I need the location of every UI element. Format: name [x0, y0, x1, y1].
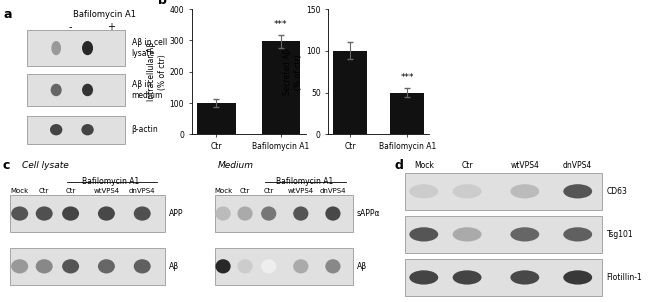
Ellipse shape: [82, 84, 93, 96]
Text: dnVPS4: dnVPS4: [320, 188, 346, 194]
Bar: [404, 172, 602, 210]
Ellipse shape: [11, 259, 28, 273]
Bar: [333, 51, 367, 134]
Ellipse shape: [51, 41, 61, 55]
Text: Ctr: Ctr: [462, 162, 473, 170]
Ellipse shape: [452, 227, 482, 242]
Ellipse shape: [261, 207, 276, 221]
Text: d: d: [395, 159, 404, 172]
Text: Medium: Medium: [218, 162, 254, 170]
Ellipse shape: [98, 259, 115, 273]
Ellipse shape: [564, 227, 592, 242]
Text: sAPPα: sAPPα: [357, 209, 380, 218]
Ellipse shape: [51, 84, 62, 96]
Ellipse shape: [134, 207, 151, 221]
Text: Aβ: Aβ: [168, 262, 179, 271]
Ellipse shape: [216, 207, 231, 221]
Ellipse shape: [36, 259, 53, 273]
Text: CD63: CD63: [606, 187, 627, 196]
Bar: [27, 74, 125, 106]
Ellipse shape: [82, 41, 93, 55]
Bar: [197, 103, 236, 134]
Ellipse shape: [510, 270, 540, 284]
Text: Bafilomycin A1: Bafilomycin A1: [81, 177, 139, 186]
Text: Aβ: Aβ: [357, 262, 367, 271]
Ellipse shape: [325, 259, 341, 273]
Ellipse shape: [452, 270, 482, 284]
Text: Aβ in
medium: Aβ in medium: [131, 80, 163, 100]
Text: Aβ in cell
lysate: Aβ in cell lysate: [131, 38, 167, 58]
Bar: [10, 195, 165, 232]
Ellipse shape: [510, 184, 540, 198]
Ellipse shape: [216, 259, 231, 273]
Ellipse shape: [36, 207, 53, 221]
Ellipse shape: [325, 207, 341, 221]
Ellipse shape: [50, 124, 62, 135]
Text: Ctr: Ctr: [263, 188, 274, 194]
Text: Flotillin-1: Flotillin-1: [606, 273, 642, 282]
Text: APP: APP: [168, 209, 183, 218]
Ellipse shape: [11, 207, 28, 221]
Y-axis label: Intracellular Aβ
(% of ctr): Intracellular Aβ (% of ctr): [147, 42, 166, 101]
Text: dnVPS4: dnVPS4: [129, 188, 155, 194]
Bar: [404, 259, 602, 296]
Text: c: c: [3, 159, 10, 172]
Ellipse shape: [98, 207, 115, 221]
Text: b: b: [157, 0, 166, 7]
Text: Ctr: Ctr: [39, 188, 49, 194]
Ellipse shape: [62, 207, 79, 221]
Text: -: -: [69, 22, 72, 32]
Ellipse shape: [293, 207, 309, 221]
Bar: [27, 31, 125, 66]
Text: wtVPS4: wtVPS4: [288, 188, 314, 194]
Text: Mock: Mock: [10, 188, 29, 194]
Ellipse shape: [410, 184, 438, 198]
Ellipse shape: [261, 259, 276, 273]
Ellipse shape: [510, 227, 540, 242]
Bar: [214, 195, 353, 232]
Text: Tsg101: Tsg101: [606, 230, 633, 239]
Text: Ctr: Ctr: [66, 188, 76, 194]
Text: dnVPS4: dnVPS4: [563, 162, 592, 170]
Ellipse shape: [237, 207, 253, 221]
Ellipse shape: [62, 259, 79, 273]
Ellipse shape: [452, 184, 482, 198]
Ellipse shape: [410, 270, 438, 284]
Text: Bafilomycin A1: Bafilomycin A1: [276, 177, 333, 186]
Bar: [404, 216, 602, 253]
Bar: [10, 248, 165, 285]
Text: Mock: Mock: [414, 162, 434, 170]
Text: Cell lysate: Cell lysate: [21, 162, 68, 170]
Bar: [390, 93, 424, 134]
Bar: [214, 248, 353, 285]
Ellipse shape: [81, 124, 94, 135]
Text: Bafilomycin A1: Bafilomycin A1: [73, 11, 136, 20]
Text: β-actin: β-actin: [131, 125, 159, 134]
Text: +: +: [107, 22, 115, 32]
Ellipse shape: [293, 259, 309, 273]
Bar: [27, 115, 125, 144]
Ellipse shape: [410, 227, 438, 242]
Ellipse shape: [564, 270, 592, 284]
Text: a: a: [3, 8, 12, 21]
Ellipse shape: [237, 259, 253, 273]
Text: ***: ***: [274, 20, 288, 29]
Y-axis label: Secreted Aβ
(% of ctr): Secreted Aβ (% of ctr): [283, 49, 304, 95]
Text: wtVPS4: wtVPS4: [510, 162, 540, 170]
Text: wtVPS4: wtVPS4: [94, 188, 120, 194]
Text: Mock: Mock: [214, 188, 232, 194]
Bar: [261, 41, 300, 134]
Text: ***: ***: [400, 73, 414, 82]
Ellipse shape: [564, 184, 592, 198]
Text: Ctr: Ctr: [240, 188, 250, 194]
Ellipse shape: [134, 259, 151, 273]
